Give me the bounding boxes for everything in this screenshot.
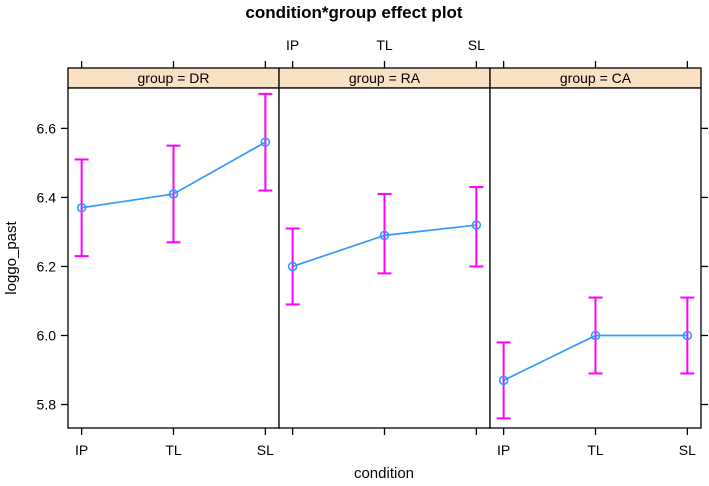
panel-group: group = DR IP TL SL	[67, 61, 280, 458]
x-axis-label: condition	[354, 465, 414, 482]
y-tick-label: 6.6	[37, 120, 57, 136]
data-point	[471, 220, 482, 230]
y-axis-label: loggo_past	[3, 220, 20, 294]
data-point	[590, 330, 601, 341]
x-tick-label-top: IP	[286, 37, 299, 53]
data-point	[379, 230, 390, 241]
data-point	[168, 189, 179, 199]
panel-box	[489, 87, 702, 429]
x-tick-label-bottom: IP	[497, 442, 510, 458]
trend-line	[292, 224, 477, 268]
x-tick-label-bottom: TL	[165, 442, 182, 458]
data-point	[260, 137, 271, 147]
strip-label: group = RA	[349, 70, 421, 86]
y-tick-label: 6.2	[37, 258, 57, 274]
strip-label: group = DR	[138, 70, 210, 86]
x-tick-label-bottom: SL	[257, 442, 274, 458]
chart-title: condition*group effect plot	[245, 3, 463, 22]
panel-group: group = CA IP TL SL	[489, 61, 702, 458]
data-point	[682, 330, 693, 341]
x-tick-label-top: TL	[376, 37, 393, 53]
x-tick-label-bottom: TL	[587, 442, 604, 458]
data-point	[76, 202, 87, 213]
y-tick-label: 6.0	[37, 327, 57, 343]
x-tick-label-top: SL	[468, 37, 485, 53]
x-tick-label-bottom: IP	[75, 442, 88, 458]
y-tick-label: 6.4	[37, 189, 57, 205]
y-tick-label: 5.8	[37, 397, 57, 413]
data-point	[287, 261, 298, 272]
trend-line	[503, 334, 688, 382]
panel-box	[67, 87, 280, 429]
panel-group: group = RA IP TL SL	[278, 37, 491, 435]
error-bar	[469, 186, 484, 268]
error-bar	[377, 192, 392, 275]
trend-line	[81, 141, 266, 209]
data-point	[498, 375, 509, 386]
strip-label: group = CA	[560, 70, 632, 86]
x-tick-label-bottom: SL	[679, 442, 696, 458]
